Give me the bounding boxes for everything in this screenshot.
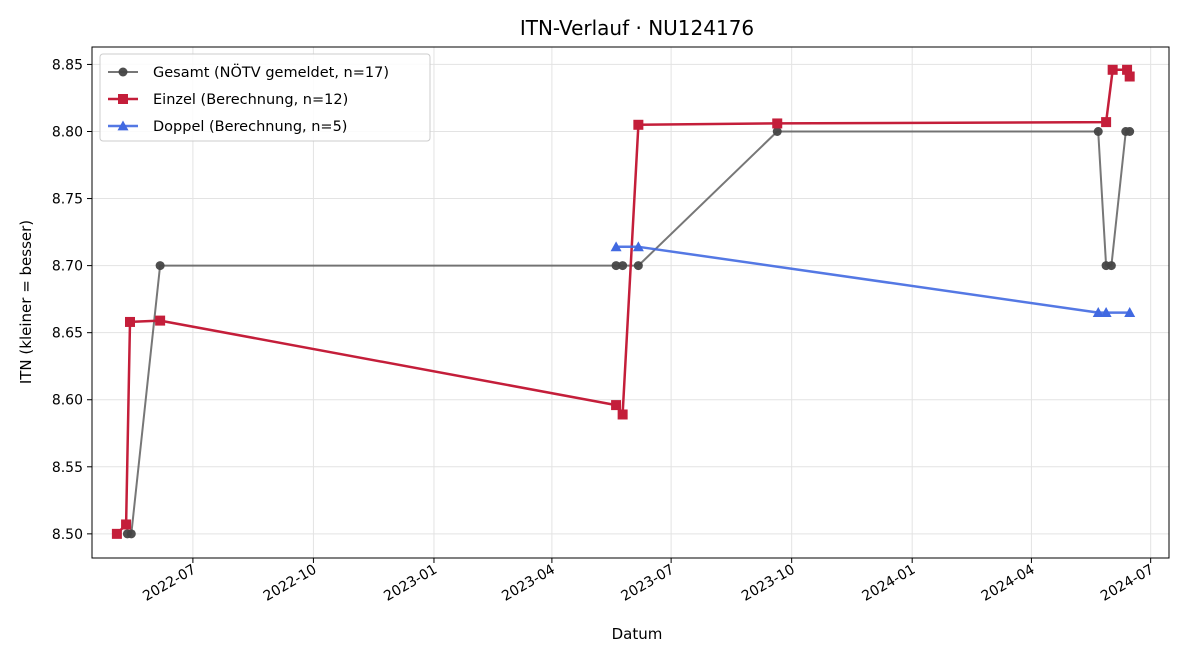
plot-frame (91, 46, 1170, 559)
data-point (611, 261, 621, 271)
data-point (1092, 307, 1104, 317)
data-point (632, 241, 644, 252)
data-point (1125, 126, 1135, 136)
series-line (127, 130, 1130, 535)
y-tick-label: 8.65 (52, 326, 83, 342)
data-point (1093, 126, 1103, 136)
data-point (633, 119, 644, 130)
data-point (1101, 117, 1112, 128)
data-point (121, 519, 132, 530)
data-point (611, 400, 622, 411)
y-tick-label: 8.75 (52, 192, 83, 208)
legend-label: Gesamt (NÖTV gemeldet, n=17) (153, 63, 389, 81)
chart-title: ITN-Verlauf · NU124176 (520, 16, 754, 40)
series-triangle (610, 241, 1136, 317)
data-point (1106, 261, 1116, 271)
data-point (1124, 71, 1135, 82)
legend-item: Doppel (Berechnung, n=5) (108, 119, 347, 135)
y-tick-label: 8.50 (52, 527, 83, 543)
legend-item: Gesamt (NÖTV gemeldet, n=17) (108, 63, 389, 81)
legend-label: Einzel (Berechnung, n=12) (153, 92, 348, 108)
data-point (633, 261, 643, 271)
x-axis-label: Datum (612, 625, 663, 643)
data-point (155, 261, 165, 271)
legend-box (99, 53, 431, 142)
y-tick-label: 8.60 (52, 393, 83, 409)
legend: Gesamt (NÖTV gemeldet, n=17) Einzel (Bere… (99, 53, 431, 142)
data-point (1107, 64, 1118, 75)
y-tick-label: 8.70 (52, 259, 83, 275)
legend-swatch-marker (117, 120, 129, 131)
data-point (126, 529, 136, 539)
legend-swatch-marker (118, 94, 128, 104)
data-point (1122, 64, 1133, 75)
data-point (1124, 307, 1136, 317)
y-tick-label: 8.85 (52, 57, 83, 73)
series-square (111, 64, 1135, 539)
legend-item: Einzel (Berechnung, n=12) (108, 92, 348, 108)
data-point (124, 316, 135, 327)
data-point (772, 118, 783, 129)
series-layer (111, 64, 1136, 539)
legend-label: Doppel (Berechnung, n=5) (153, 119, 347, 135)
y-axis-label: ITN (kleiner = besser) (17, 220, 35, 384)
series-circle (122, 126, 1135, 539)
y-tick-label: 8.80 (52, 124, 83, 140)
data-point (610, 241, 622, 252)
data-point (155, 315, 166, 326)
data-point (111, 528, 122, 539)
data-point (618, 261, 628, 271)
y-tick-label: 8.55 (52, 460, 83, 476)
data-point (772, 126, 782, 136)
data-point (617, 409, 628, 420)
data-point (1100, 307, 1112, 317)
legend-swatch-marker (118, 67, 128, 77)
